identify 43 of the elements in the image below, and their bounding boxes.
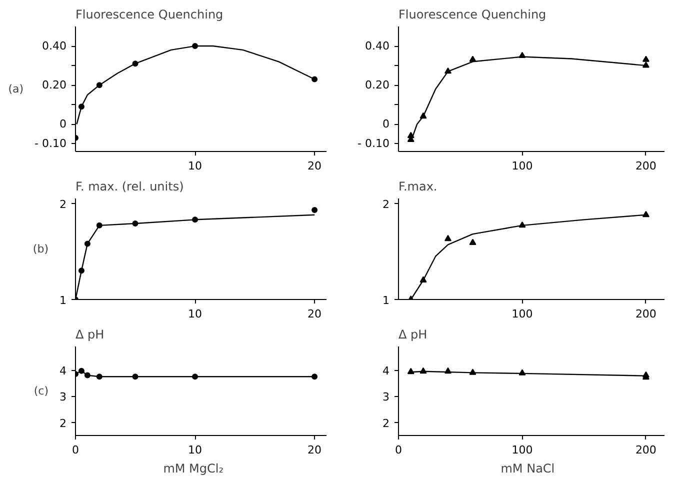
y-axis-title: F.max. xyxy=(398,180,438,194)
y-axis-title: Δ pH xyxy=(76,328,104,342)
y-tick-label: 3 xyxy=(382,390,390,404)
y-tick-label: 0 xyxy=(60,118,66,131)
y-tick-label: - 0.10 xyxy=(34,137,67,150)
y-tick-label: 2 xyxy=(60,198,66,211)
y-tick-label: 2 xyxy=(382,198,390,211)
y-tick-label: 2 xyxy=(60,416,66,430)
y-tick-label: - 0.10 xyxy=(358,137,390,150)
text: (a) xyxy=(8,82,24,96)
x-tick-label: 20 xyxy=(308,444,322,456)
x-axis-title: mM NaCl xyxy=(500,462,555,476)
text: (b) xyxy=(32,242,49,256)
y-tick-label: 2 xyxy=(382,416,390,430)
text: (c) xyxy=(34,384,49,398)
y-tick-label: 3 xyxy=(60,390,66,404)
x-tick-label: 10 xyxy=(188,444,202,456)
y-tick-label: 0 xyxy=(382,118,390,131)
x-tick-label: 10 xyxy=(188,160,202,172)
y-tick-label: 0.20 xyxy=(365,78,390,92)
y-tick-label: 1 xyxy=(60,294,66,307)
chart-title: Fluorescence Quenching xyxy=(398,8,546,22)
x-tick-label: 200 xyxy=(635,444,656,456)
y-tick-label: 1 xyxy=(382,294,390,307)
x-tick-label: 10 xyxy=(188,308,202,320)
x-tick-label: 0 xyxy=(72,444,79,456)
x-tick-label: 100 xyxy=(512,308,533,320)
y-tick-label: 0.40 xyxy=(365,40,390,53)
x-tick-label: 20 xyxy=(308,308,322,320)
y-axis-title: Δ pH xyxy=(398,328,428,342)
y-axis-title: F. max. (rel. units) xyxy=(76,180,184,194)
chart-title: Fluorescence Quenching xyxy=(76,8,224,22)
x-tick-label: 0 xyxy=(395,444,402,456)
y-tick-label: 0.40 xyxy=(42,40,67,53)
x-tick-label: 200 xyxy=(635,160,656,172)
x-tick-label: 200 xyxy=(635,308,656,320)
y-tick-label: 4 xyxy=(60,364,66,378)
y-tick-label: 0.20 xyxy=(42,78,67,92)
x-tick-label: 20 xyxy=(308,160,322,172)
x-axis-title: mM MgCl₂ xyxy=(163,462,224,476)
x-tick-label: 100 xyxy=(512,160,533,172)
y-tick-label: 4 xyxy=(382,364,390,378)
x-tick-label: 100 xyxy=(512,444,533,456)
